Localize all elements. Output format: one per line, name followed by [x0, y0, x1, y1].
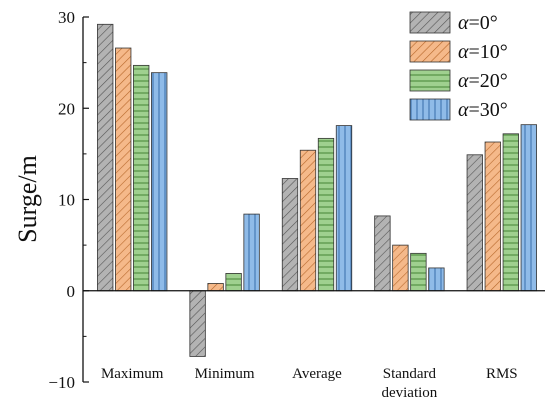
legend-swatch-series-2: [409, 69, 451, 92]
category-label: Maximum: [101, 366, 164, 382]
legend: α=0° α=10° α=20° α=30°: [409, 11, 508, 121]
legend-label-series-2: α=20°: [458, 70, 508, 92]
bar-standard-deviation-series-1: [392, 244, 409, 292]
legend-label-series-3: α=30°: [458, 99, 508, 121]
legend-label-series-0: α=0°: [458, 12, 498, 34]
bar-maximum-series-1: [115, 47, 132, 292]
category-label: Average: [292, 366, 342, 382]
y-tick-label: −10: [48, 373, 75, 392]
bar-standard-deviation-series-0: [374, 215, 391, 292]
y-tick-label: 20: [58, 99, 75, 118]
legend-swatch-series-1: [409, 40, 451, 63]
category-label: Minimum: [195, 366, 255, 382]
bar-average-series-3: [335, 125, 353, 292]
legend-swatch-series-0: [409, 11, 451, 34]
category-label: RMS: [486, 366, 518, 382]
bar-minimum-series-3: [243, 213, 260, 292]
bar-minimum-series-2: [225, 273, 242, 292]
bar-rms-series-3: [520, 124, 537, 292]
bar-average-series-0: [281, 178, 299, 292]
bar-standard-deviation-series-3: [428, 267, 445, 292]
bar-minimum-series-0: [189, 290, 206, 357]
bars-group: [97, 23, 537, 357]
bar-rms-series-1: [484, 141, 501, 292]
bar-maximum-series-0: [97, 23, 114, 292]
bar-maximum-series-3: [151, 72, 168, 292]
bar-rms-series-2: [502, 133, 519, 292]
bar-rms-series-0: [466, 154, 483, 292]
bar-maximum-series-2: [133, 64, 150, 292]
y-tick-label: 0: [67, 282, 76, 301]
bar-minimum-series-1: [207, 283, 224, 292]
axes-group: Maximum Minimum Average Standard deviation RM…: [48, 8, 545, 401]
bar-average-series-1: [299, 149, 317, 292]
y-tick-label: 10: [58, 191, 75, 210]
category-label: Standard deviation: [381, 366, 437, 401]
y-tick-label: 30: [58, 8, 75, 27]
legend-label-series-1: α=10°: [458, 41, 508, 63]
bar-average-series-2: [317, 137, 335, 292]
y-axis-title: Surge/m: [13, 155, 42, 243]
bar-standard-deviation-series-2: [410, 252, 427, 292]
legend-swatch-series-3: [409, 98, 451, 121]
